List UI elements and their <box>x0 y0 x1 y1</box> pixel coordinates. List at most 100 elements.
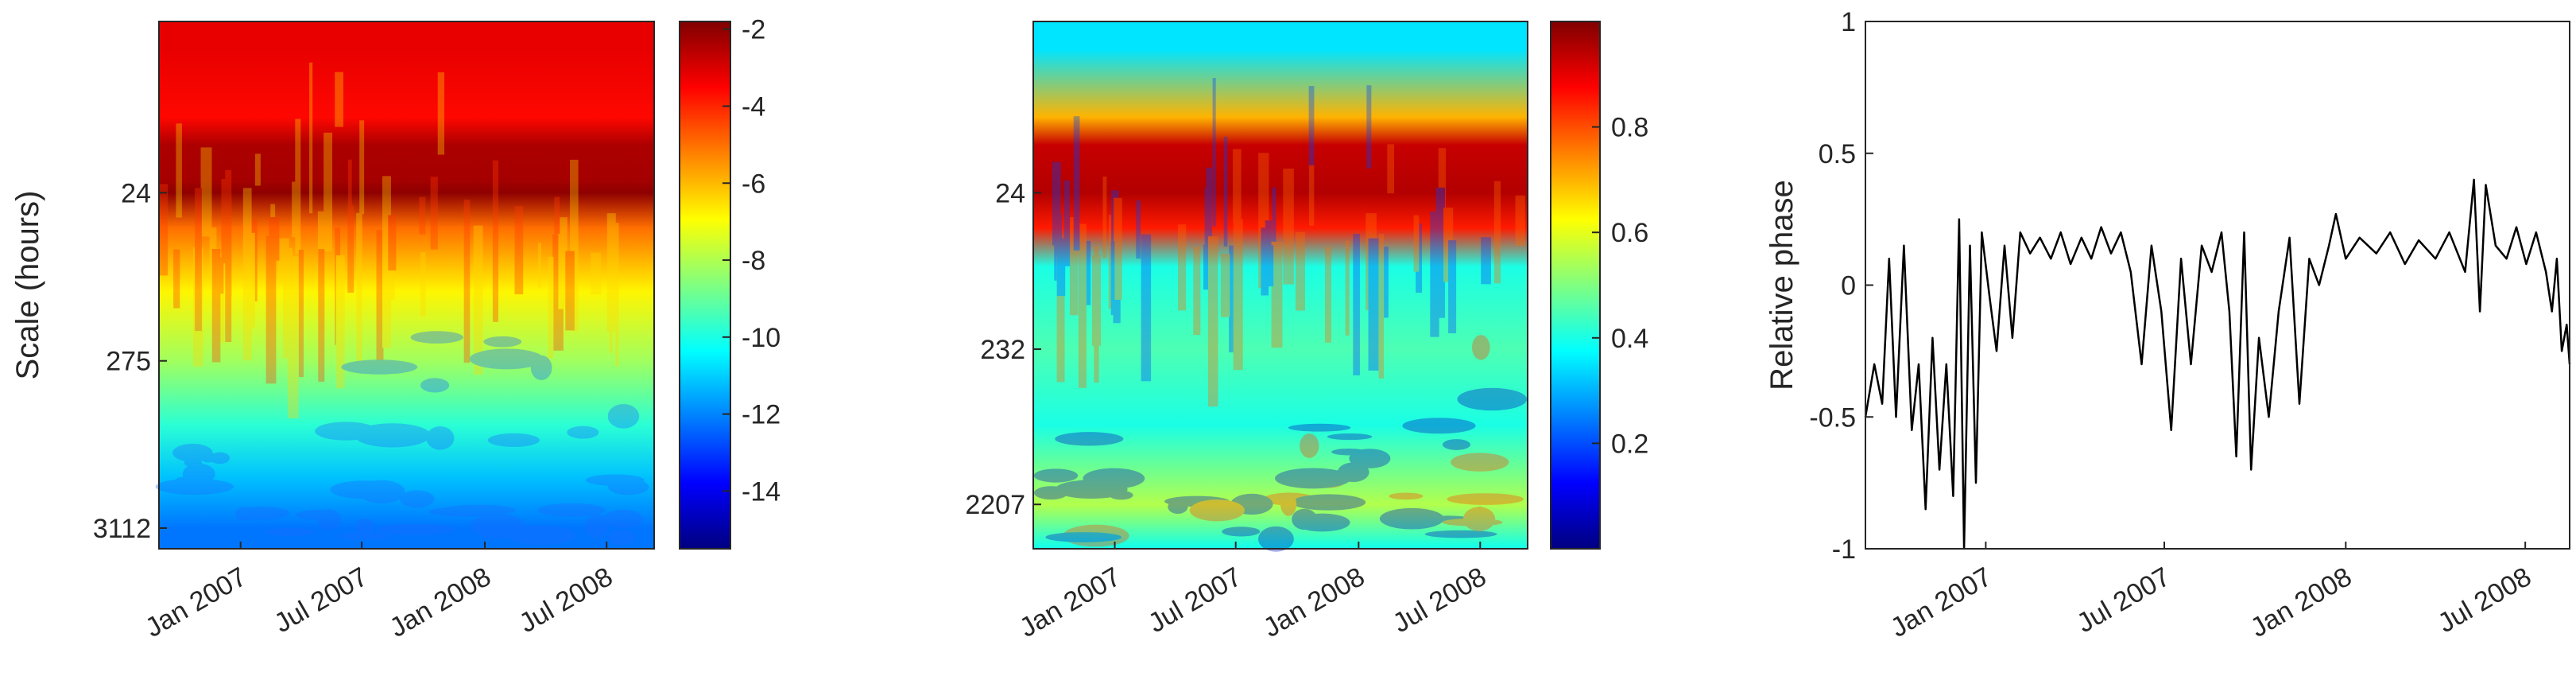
heatmap-texture-streak <box>538 243 542 289</box>
heatmap-texture-streak <box>1108 215 1115 309</box>
heatmap-texture-streak <box>390 220 395 300</box>
heatmap-texture-streak <box>195 188 202 332</box>
xtick-label: Jul 2008 <box>514 561 618 639</box>
heatmap-texture-streak <box>1308 86 1315 194</box>
heatmap-texture-streak <box>335 255 345 389</box>
heatmap-texture-blob <box>469 348 544 370</box>
heatmap-texture-streak <box>254 153 261 186</box>
heatmap-texture-streak <box>463 199 471 363</box>
heatmap-texture-streak <box>1193 247 1201 336</box>
heatmap-texture-streak <box>356 212 362 367</box>
heatmap-texture-streak <box>492 160 499 322</box>
colorbar-tick-label: -12 <box>742 400 781 430</box>
heatmap-texture-streak <box>247 232 255 328</box>
heatmap-texture-streak <box>1365 213 1377 311</box>
heatmap-texture-blob <box>428 506 506 517</box>
heatmap-texture-streak <box>1102 176 1107 258</box>
heatmap-texture-streak <box>1082 240 1091 305</box>
heatmap-texture-streak <box>1272 187 1276 324</box>
colorbar-tick-label: 0.8 <box>1611 113 1648 143</box>
heatmap-texture-blob <box>487 433 540 448</box>
heatmap-texture-streak <box>430 177 438 250</box>
heatmap-texture-blob <box>530 355 552 380</box>
heatmap-texture-blob <box>410 331 463 344</box>
heatmap-texture-blob <box>1447 493 1524 505</box>
heatmap-texture-streak <box>265 235 277 384</box>
ytick-label: 1 <box>1841 7 1856 37</box>
heatmap-texture-blob <box>172 443 213 462</box>
heatmap-texture-blob <box>1426 515 1471 523</box>
heatmap-texture-blob <box>296 509 339 520</box>
heatmap-texture-streak <box>1493 181 1501 284</box>
heatmap-texture-blob <box>1337 462 1369 483</box>
heatmap-texture-blob <box>1222 527 1261 537</box>
heatmap-texture-streak <box>1063 181 1071 266</box>
heatmap-field <box>1033 21 1528 549</box>
heatmap-texture-blob <box>1292 508 1318 530</box>
heatmap-texture-blob <box>508 525 575 546</box>
heatmap-texture-blob <box>315 422 378 441</box>
heatmap-texture-streak <box>1114 197 1122 300</box>
heatmap-texture-blob <box>341 359 418 375</box>
heatmap-texture-blob <box>338 532 390 540</box>
heatmap-texture-streak <box>1111 190 1119 254</box>
heatmap-texture-streak <box>347 159 352 219</box>
heatmap-texture-streak <box>1052 161 1061 246</box>
heatmap-texture-blob <box>355 518 375 534</box>
heatmap-texture-streak <box>548 256 554 359</box>
heatmap-texture-streak <box>1413 215 1420 272</box>
heatmap-texture-streak <box>1069 217 1079 316</box>
heatmap-texture-streak <box>1141 234 1152 382</box>
relative-phase-line <box>1864 178 2571 550</box>
colorbar-tick-label: -2 <box>742 15 765 45</box>
heatmap-texture-streak <box>1206 167 1213 245</box>
heatmap-texture-blob <box>1471 335 1490 360</box>
heatmap-texture-streak <box>388 215 397 271</box>
colorbar <box>679 21 731 550</box>
heatmap-texture-streak <box>554 196 560 235</box>
heatmap-texture-streak <box>242 188 252 361</box>
heatmap-texture-blob <box>1230 493 1273 515</box>
heatmap-texture-streak <box>217 254 225 343</box>
xtick-label: Jan 2008 <box>1258 561 1369 643</box>
heatmap-texture-streak <box>298 249 304 378</box>
heatmap-texture-blob <box>210 452 230 464</box>
heatmap-texture-streak <box>1056 238 1066 297</box>
heatmap-texture-streak <box>1056 255 1065 383</box>
heatmap-texture-streak <box>1094 246 1099 383</box>
heatmap-texture-streak <box>1438 148 1447 262</box>
ytick-label: 24 <box>121 178 151 208</box>
heatmap-texture-streak <box>1136 200 1141 259</box>
heatmap-texture-blob <box>1055 432 1124 446</box>
heatmap-texture-streak <box>1515 195 1525 247</box>
heatmap-texture-streak <box>1203 244 1212 290</box>
heatmap-texture-streak <box>1054 214 1063 281</box>
heatmap-texture-blob <box>377 523 455 535</box>
colorbar-tick-label: -4 <box>742 91 765 122</box>
heatmap-texture-blob <box>1457 387 1528 411</box>
heatmap-texture-streak <box>216 257 224 294</box>
heatmap-texture-blob <box>176 476 213 484</box>
ytick-label: 2207 <box>965 490 1025 520</box>
heatmap-texture-streak <box>1353 234 1360 375</box>
heatmap-texture-streak <box>473 225 483 375</box>
heatmap-texture-blob <box>400 490 435 508</box>
heatmap-texture-streak <box>292 181 300 238</box>
heatmap-texture-blob <box>1288 423 1351 432</box>
xtick-label: Jan 2007 <box>141 561 252 643</box>
heatmap-texture-streak <box>514 206 524 295</box>
heatmap-texture-blob <box>585 514 609 539</box>
heatmap-texture-blob <box>470 513 525 538</box>
heatmap-texture-blob <box>184 458 203 468</box>
heatmap-texture-blob <box>1451 453 1509 472</box>
heatmap-texture-streak <box>1073 116 1080 251</box>
ytick-label: 232 <box>980 335 1025 365</box>
heatmap-texture-streak <box>335 227 341 345</box>
heatmap-texture-streak <box>1233 149 1242 223</box>
heatmap-texture-streak <box>558 217 567 309</box>
heatmap-texture-streak <box>278 238 289 283</box>
heatmap-texture-streak <box>1178 224 1187 311</box>
heatmap-texture-streak <box>1481 237 1491 285</box>
colorbar-tick-label: 0.2 <box>1611 429 1648 459</box>
heatmap-texture-streak <box>376 230 384 367</box>
